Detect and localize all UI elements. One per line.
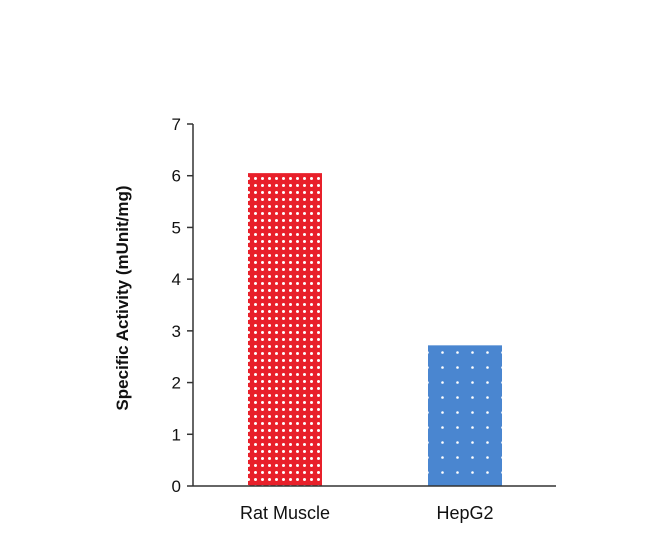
y-tick-label: 1 bbox=[172, 425, 181, 444]
y-tick-label: 5 bbox=[172, 218, 181, 237]
bar-rat-muscle bbox=[248, 173, 322, 486]
y-tick-label: 7 bbox=[172, 115, 181, 134]
bar-hepg2 bbox=[428, 345, 502, 486]
bars bbox=[248, 173, 502, 486]
y-axis-title: Specific Activity (mUnit/mg) bbox=[113, 185, 132, 410]
x-category-label: Rat Muscle bbox=[240, 503, 330, 523]
y-tick-label: 2 bbox=[172, 374, 181, 393]
y-tick-label: 6 bbox=[172, 167, 181, 186]
y-tick-label: 0 bbox=[172, 477, 181, 496]
y-tick-label: 4 bbox=[172, 270, 181, 289]
x-category-label: HepG2 bbox=[436, 503, 493, 523]
y-tick-label: 3 bbox=[172, 322, 181, 341]
y-axis-ticks: 0 1 2 3 4 5 6 7 bbox=[172, 115, 193, 496]
x-axis-labels: Rat Muscle HepG2 bbox=[240, 503, 494, 523]
